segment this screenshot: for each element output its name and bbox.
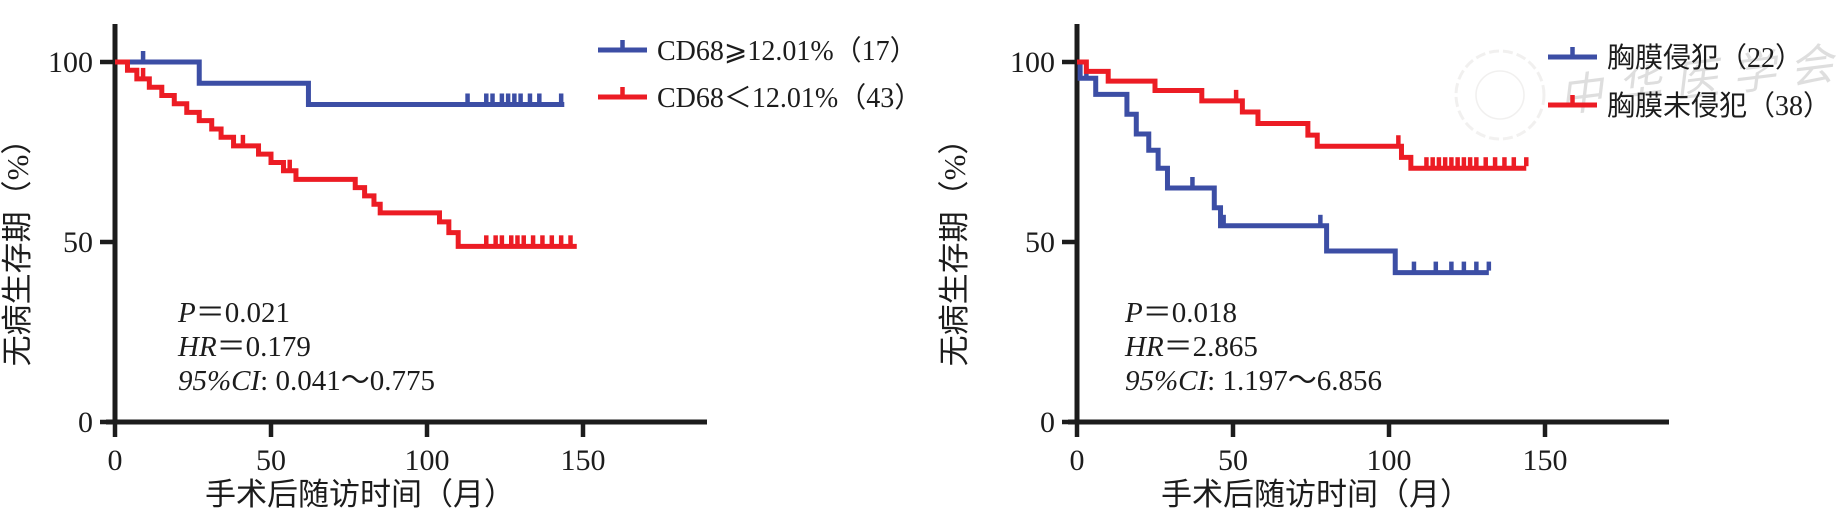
x-axis-title: 手术后随访时间（月）: [1161, 477, 1471, 512]
y-tick-label: 50: [63, 226, 93, 259]
y-tick-label: 0: [1040, 406, 1055, 439]
y-tick-label: 50: [1025, 226, 1055, 259]
x-tick-label: 150: [561, 444, 606, 477]
stat-line: HR＝0.179: [177, 331, 311, 363]
x-tick-label: 150: [1523, 444, 1568, 477]
y-axis-title: 无病生存期（%）: [0, 124, 35, 367]
stat-line: P＝0.018: [1124, 297, 1237, 329]
survival-curve-group1: [115, 59, 565, 107]
stat-line: P＝0.021: [177, 297, 290, 329]
y-tick-label: 100: [1010, 46, 1055, 79]
watermark-seal-inner-icon: [1475, 70, 1525, 120]
y-tick-label: 100: [48, 46, 93, 79]
x-tick-label: 50: [256, 444, 286, 477]
x-tick-label: 0: [1070, 444, 1085, 477]
x-tick-label: 100: [1367, 444, 1412, 477]
km-chart-cd68: 0 50 100 150050100手术后随访时间（月）无病生存期（%）CD68⩾12…: [0, 24, 922, 512]
survival-curve-group1: [1077, 59, 1489, 276]
stat-line: 95%CI: 1.197～6.856: [1125, 365, 1382, 397]
stat-line: HR＝2.865: [1124, 331, 1258, 363]
watermark-seal-icon: [1454, 49, 1546, 141]
stat-line: 95%CI: 0.041～0.775: [178, 365, 435, 397]
y-axis-title: 无病生存期（%）: [937, 124, 972, 367]
legend-label: 胸膜侵犯（22）: [1607, 42, 1803, 74]
x-tick-label: 0: [108, 444, 123, 477]
x-tick-label: 100: [405, 444, 450, 477]
legend-label: 胸膜未侵犯（38）: [1607, 90, 1831, 122]
y-tick-label: 0: [78, 406, 93, 439]
survival-curve-group2: [1077, 59, 1527, 171]
survival-curve-group2: [115, 59, 577, 249]
legend-label: CD68＜12.01%（43）: [657, 82, 922, 114]
x-tick-label: 50: [1218, 444, 1248, 477]
x-axis-title: 手术后随访时间（月）: [205, 477, 515, 512]
legend-label: CD68⩾12.01%（17）: [657, 35, 918, 67]
